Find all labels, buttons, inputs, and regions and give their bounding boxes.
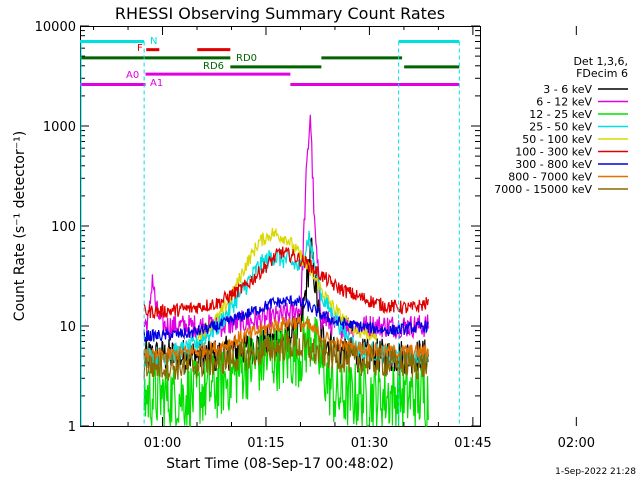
y-axis: 1 10 100 1000 10000 [35,20,480,435]
x-tick-label: 02:00 [558,436,595,451]
y-tick-label: 1 [68,420,76,435]
flag-label-RD0: RD0 [236,53,257,64]
flag-label-A1: A1 [150,78,163,89]
legend-entry-label: 25 - 50 keV [529,121,592,134]
legend-entry-label: 100 - 300 keV [515,146,592,159]
legend-header-line: Det 1,3,6, [573,55,628,68]
flag-label-N: N [150,36,157,47]
y-tick-label: 10000 [35,20,76,35]
series-line-100-300keV [143,246,429,320]
x-tick-label: 01:00 [144,436,181,451]
y-tick-label: 10 [59,320,76,335]
y-tick-label: 1000 [43,120,76,135]
legend-entry-label: 50 - 100 keV [522,133,592,146]
legend-entry-label: 300 - 800 keV [515,158,592,171]
x-tick-label: 01:30 [351,436,388,451]
x-axis-title: Start Time (08-Sep-17 00:48:02) [166,456,394,472]
legend-entry-label: 3 - 6 keV [543,83,592,96]
x-tick-label: 01:15 [247,436,284,451]
legend-entry-label: 6 - 12 keV [536,96,592,109]
series-line-300-800keV [143,294,429,342]
legend-entry-label: 12 - 25 keV [529,108,592,121]
flag-label-RD6: RD6 [203,61,224,72]
instrument-flags: NF RD0 RD6 A0 A1 [80,36,460,426]
legend-header-line: FDecim 6 [576,67,628,80]
legend-entry-label: 7000 - 15000 keV [494,183,592,196]
series-line-50-100keV [196,227,378,342]
series-line-7000-15000keV [143,330,429,381]
x-tick-label: 01:45 [454,436,491,451]
y-tick-label: 100 [51,220,76,235]
chart-title: RHESSI Observing Summary Count Rates [115,4,445,23]
plot-area [143,114,429,427]
plot-timestamp: 1-Sep-2022 21:28 [555,467,636,477]
series-line-800-7000keV [143,316,429,363]
y-axis-title: Count Rate (s⁻¹ detector⁻¹) [12,131,28,321]
legend-entry-label: 800 - 7000 keV [508,171,592,184]
flag-label-F: F [137,43,143,54]
flag-label-A0: A0 [126,70,139,81]
